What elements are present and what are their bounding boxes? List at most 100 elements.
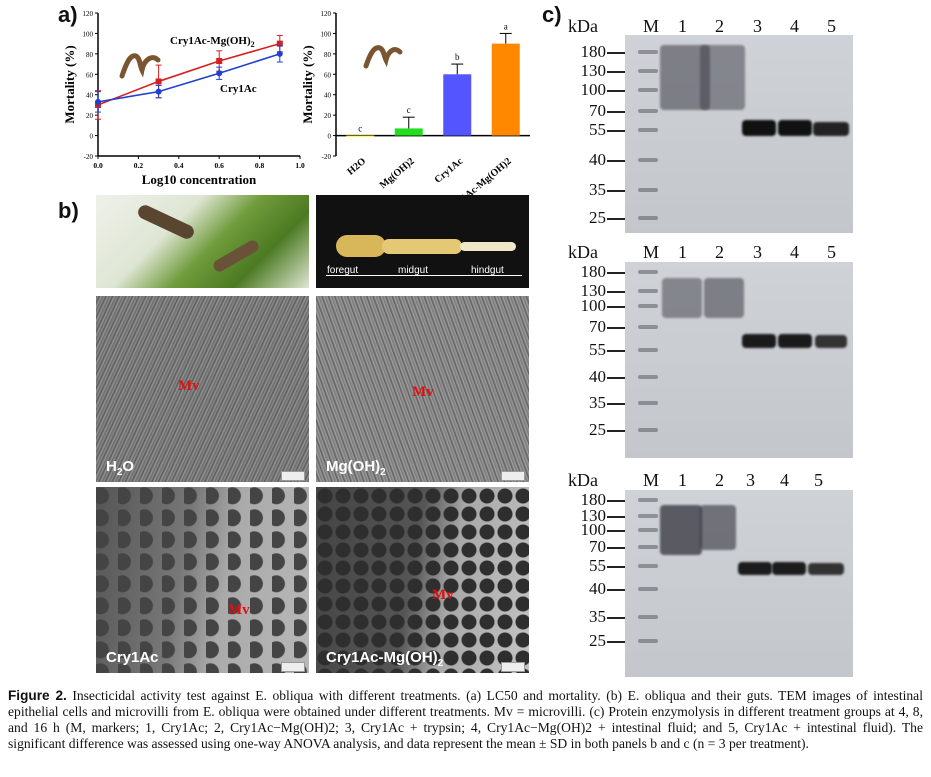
kda-label: kDa [568,470,598,490]
marker-tick [607,90,625,92]
marker-tick [607,547,625,549]
marker-label: 100 [580,296,607,315]
marker-tick [607,641,625,643]
protein-band [660,505,702,555]
mv-label-2: Mv [412,384,434,400]
caterpillar-icon [119,53,161,79]
protein-band [813,122,849,136]
marker-label: 25 [589,631,606,650]
lane-label: 5 [827,242,836,262]
tem-label-cry1ac-mgoh2: Cry1Ac-Mg(OH)2 [326,649,444,669]
series-line [97,42,281,106]
marker-tick [607,272,625,274]
lane-label: 2 [715,242,724,262]
protein-band [808,563,844,575]
bar [491,43,520,136]
series-line [97,53,281,103]
data-point [276,40,283,47]
marker-label: 100 [580,520,607,539]
marker-tick [607,500,625,502]
marker-band [638,289,658,293]
marker-band [638,109,658,113]
kda-label: kDa [568,242,598,262]
caption-text: Insecticidal activity test against E. ob… [8,688,923,751]
marker-tick [607,430,625,432]
marker-label: 40 [589,579,606,598]
y-tick-label: 80 [86,51,94,59]
y-tick-label: 80 [324,51,332,59]
marker-tick [607,130,625,132]
y-tick-label: 40 [86,92,94,100]
marker-band [638,375,658,379]
marker-band [638,304,658,308]
marker-label: 35 [589,393,606,412]
x-tick-label: Mg(OH)2 [378,156,417,191]
lane-label: M [643,470,660,490]
marker-tick [607,71,625,73]
lane-label: M [643,16,660,36]
tem-mgoh2: Mv Mg(OH)2 [316,296,529,482]
protein-band [742,334,776,348]
protein-band [742,120,776,136]
marker-band [638,401,658,405]
protein-band [772,562,806,575]
lane-label: 1 [678,16,687,36]
marker-label: 130 [580,61,607,80]
protein-band [700,45,745,110]
marker-label: 40 [589,150,606,169]
lane-label: 2 [715,470,724,490]
y-tick-label: 20 [86,112,94,120]
x-tick-label: 1.0 [295,161,305,170]
marker-band [638,50,658,54]
panel-label-a: a) [58,2,78,27]
marker-band [638,528,658,532]
lane-label: 4 [790,16,799,36]
lane-label: 5 [827,16,836,36]
tem-cry1ac: Mv Cry1Ac [96,487,309,673]
caption-label: Figure 2. [8,688,67,703]
data-point [95,98,101,105]
legend-cry1ac-mgoh2: Cry1Ac-Mg(OH)2 [170,35,255,49]
caterpillar-photo [96,195,309,288]
marker-tick [607,111,625,113]
marker-band [638,615,658,619]
y-tick-label: 0 [90,133,94,141]
midgut-label: midgut [398,265,429,276]
marker-label: 35 [589,607,606,626]
gut-arrow-line [326,275,522,276]
marker-band [638,514,658,518]
marker-label: 130 [580,281,607,300]
midgut-shape [382,239,462,254]
marker-tick [607,617,625,619]
x-tick-label: 0.6 [215,161,225,170]
tem-h2o: Mv H2O [96,296,309,482]
marker-band [638,325,658,329]
marker-band [638,128,658,132]
x-tick-label: 0.2 [134,161,144,170]
marker-tick [607,516,625,518]
scale-bar [281,662,305,672]
x-tick-label: 0.0 [93,161,103,170]
lane-label: 1 [678,470,687,490]
marker-tick [607,160,625,162]
marker-tick [607,291,625,293]
marker-tick [607,52,625,54]
marker-band [638,428,658,432]
protein-band [778,334,812,348]
lane-label: 4 [790,242,799,262]
marker-band [638,216,658,220]
mv-label-1: Mv [178,378,200,394]
significance-letter: c [358,124,362,134]
hindgut-shape [460,242,516,251]
lane-label: 3 [753,16,762,36]
marker-band [638,88,658,92]
significance-letter: c [407,105,411,115]
marker-band [638,348,658,352]
marker-tick [607,218,625,220]
marker-tick [607,306,625,308]
marker-label: 180 [580,42,607,61]
tem-label-cry1ac: Cry1Ac [106,649,159,666]
bar [443,74,472,136]
data-point [155,78,162,85]
marker-band [638,498,658,502]
